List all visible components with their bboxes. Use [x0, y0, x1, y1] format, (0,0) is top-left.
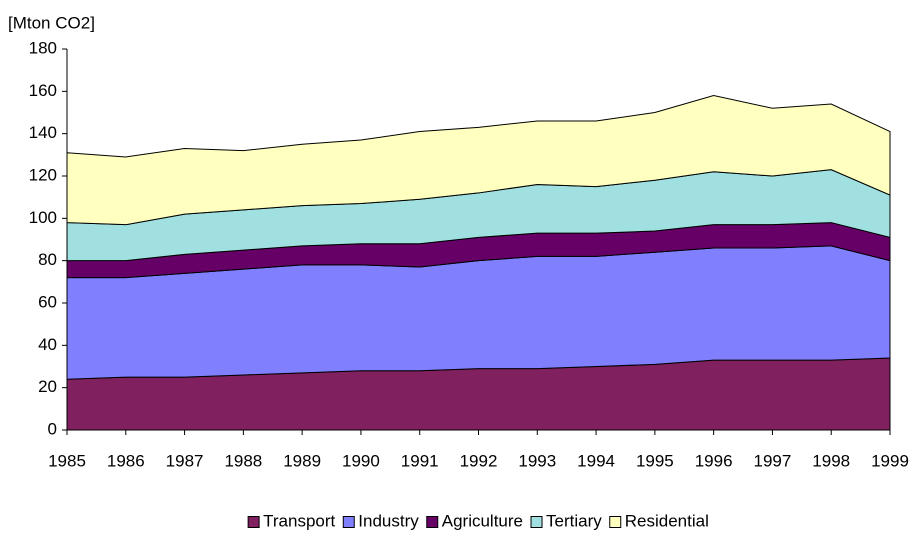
y-tick-label: 100: [29, 208, 57, 227]
y-tick-label: 60: [38, 292, 57, 311]
legend-label: Residential: [625, 511, 709, 530]
x-tick-label: 1986: [107, 451, 145, 470]
y-tick-label: 80: [38, 250, 57, 269]
y-tick-label: 120: [29, 165, 57, 184]
y-axis-label: [Mton CO2]: [8, 13, 95, 32]
legend-swatch: [609, 516, 622, 528]
x-tick-label: 1992: [460, 451, 498, 470]
x-tick-label: 1995: [636, 451, 674, 470]
legend-label: Industry: [358, 511, 419, 530]
x-tick-label: 1997: [754, 451, 792, 470]
y-tick-label: 140: [29, 123, 57, 142]
x-tick-label: 1988: [224, 451, 262, 470]
x-tick-label: 1991: [401, 451, 439, 470]
legend-label: Transport: [263, 511, 335, 530]
area: [66, 95, 891, 226]
x-tick-label: 1990: [342, 451, 380, 470]
legend-swatch: [342, 516, 355, 528]
y-tick-label: 160: [29, 81, 57, 100]
y-tick-label: 180: [29, 38, 57, 57]
x-tick-label: 1989: [283, 451, 321, 470]
y-tick-label: 20: [38, 377, 57, 396]
x-tick-label: 1996: [695, 451, 733, 470]
y-tick-label: 40: [38, 335, 57, 354]
x-tick-label: 1998: [812, 451, 850, 470]
legend-label: Agriculture: [442, 511, 523, 530]
x-tick-label: 1985: [48, 451, 86, 470]
x-tick-label: 1999: [871, 451, 909, 470]
legend-label: Tertiary: [546, 511, 602, 530]
x-tick-label: 1987: [166, 451, 204, 470]
x-tick-label: 1993: [518, 451, 556, 470]
legend-swatch: [426, 516, 439, 528]
x-tick-label: 1994: [577, 451, 615, 470]
y-tick-label: 0: [48, 419, 57, 438]
legend-swatch: [247, 516, 260, 528]
legend-swatch: [530, 516, 543, 528]
